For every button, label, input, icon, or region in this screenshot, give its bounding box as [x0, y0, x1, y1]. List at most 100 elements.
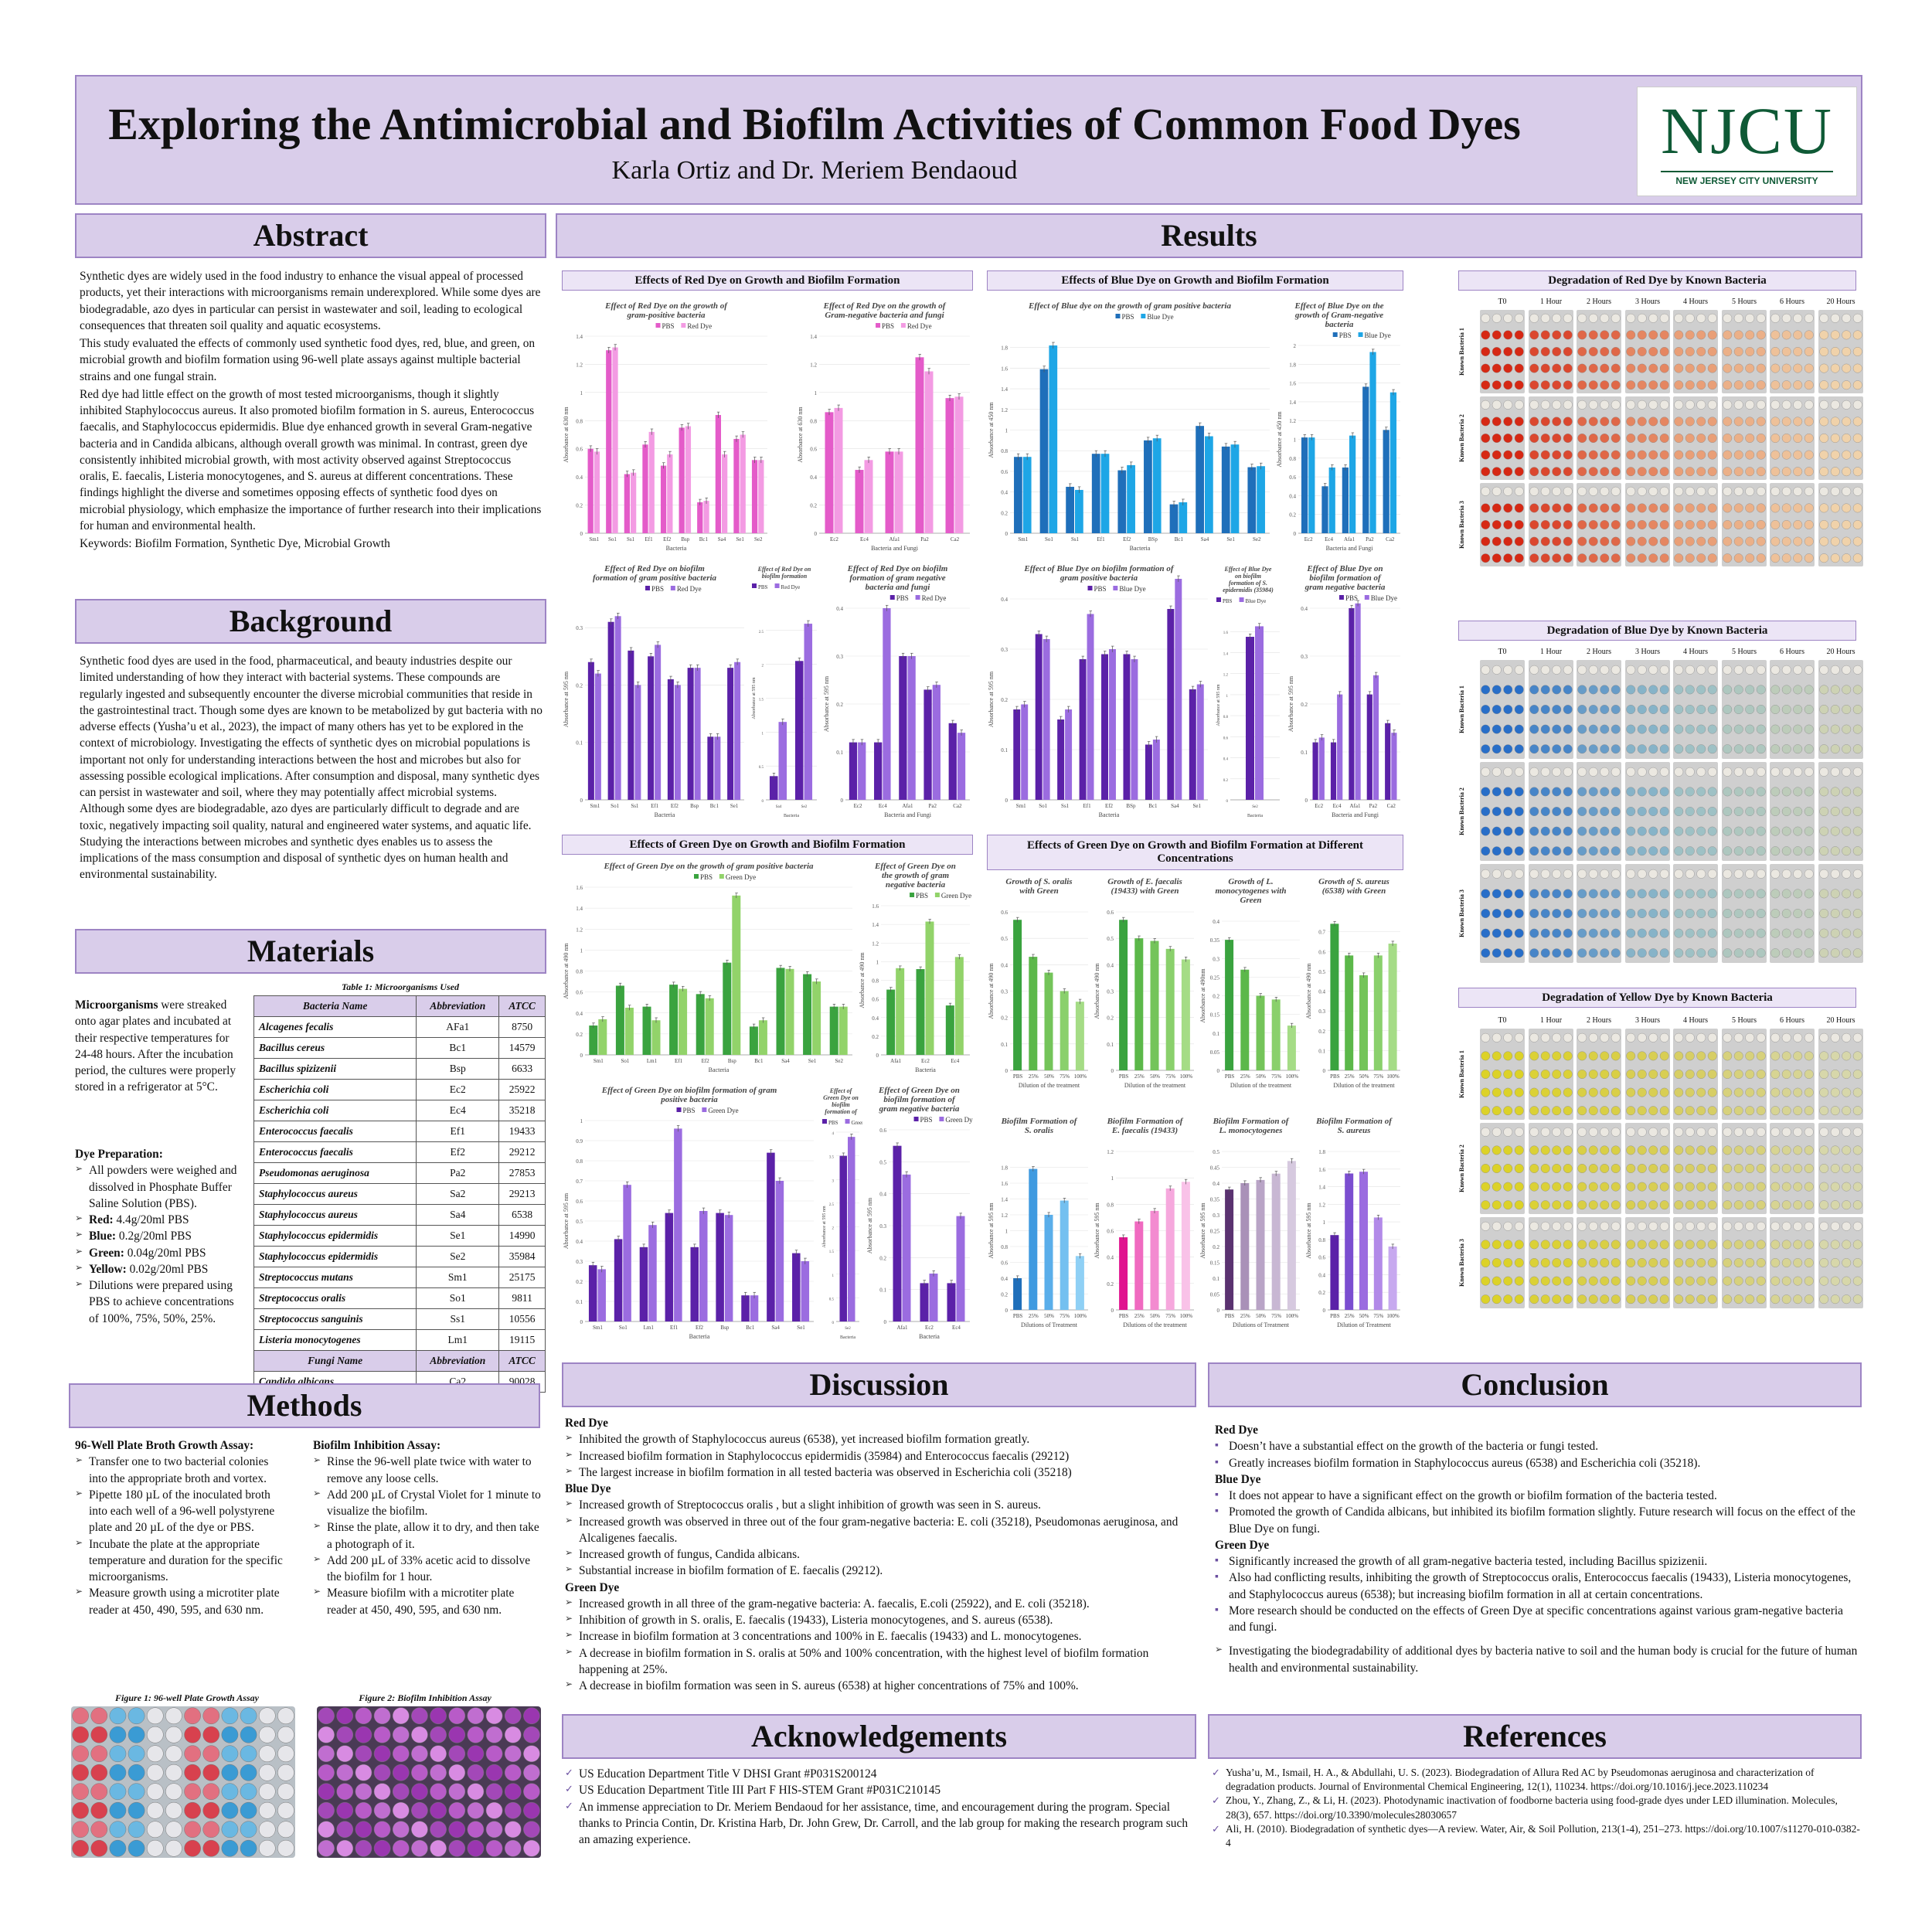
bar [893, 1145, 902, 1321]
acknowledgement-item: US Education Department Title III Part F… [565, 1782, 1195, 1798]
bar [1039, 369, 1049, 533]
table-cell: 29212 [498, 1141, 546, 1163]
x-tick-label: Bsp [690, 803, 699, 809]
y-tick-label: 1 [580, 947, 583, 954]
y-tick-label: 2 [762, 665, 764, 668]
bar [1060, 991, 1069, 1070]
table-cell: 14990 [498, 1225, 546, 1247]
bar [929, 1274, 938, 1321]
y-tick-label: 0.4 [1001, 962, 1008, 968]
x-tick-label: 50% [1359, 1073, 1369, 1080]
bar [849, 742, 858, 800]
chart-c7: Biofilm Formation of L. monocytogenes Abso… [1199, 1117, 1300, 1328]
y-tick-label: 1.4 [1001, 1197, 1008, 1203]
table-cell: 19115 [498, 1329, 546, 1351]
bar [1230, 444, 1240, 533]
y-tick-label: 0.3 [576, 625, 583, 631]
bar [1342, 467, 1349, 533]
y-tick-label: 1.4 [1001, 386, 1008, 393]
svg-text:Green Dye: Green Dye [945, 1116, 973, 1124]
bar [1287, 1161, 1296, 1310]
y-tick-label: 0 [580, 1319, 583, 1325]
x-tick-label: 75% [1373, 1313, 1383, 1319]
legend-entry: PBS [1338, 594, 1358, 602]
bar [1349, 608, 1355, 800]
table-cell: Pseudomonas aeruginosa [253, 1162, 417, 1184]
acknowledgement-item: US Education Department Title V DHSI Gra… [565, 1766, 1195, 1782]
x-axis-label: Dilution of the treatment [1124, 1082, 1186, 1089]
y-axis-label: Absorbance at 630 nm [563, 406, 570, 463]
legend-entry: PBS [913, 1116, 933, 1124]
bar [785, 968, 794, 1055]
table-cell: Escherichia coli [253, 1100, 417, 1121]
y-tick-label: 0.1 [576, 740, 583, 747]
y-tick-label: 0.25 [1210, 975, 1220, 981]
y-tick-label: 0.15 [1210, 1260, 1220, 1267]
y-tick-label: 0 [1294, 531, 1297, 537]
y-tick-label: 0.8 [810, 418, 817, 424]
y-tick-label: 0 [580, 531, 583, 537]
row-label: Known Bacteria 2 [1458, 787, 1465, 835]
x-tick-label: Pa2 [1366, 536, 1374, 543]
x-tick-label: 75% [1165, 1073, 1175, 1080]
chart-b1: Effect of Blue dye on the growth of gram… [988, 301, 1270, 552]
chart-title: Biofilm Formation of S. aureus [1315, 1117, 1393, 1135]
y-tick-label: 0.1 [879, 1287, 886, 1294]
plate-photo [1480, 310, 1525, 393]
svg-text:Red Dye: Red Dye [922, 594, 947, 602]
bar [812, 981, 821, 1055]
acknowledgements-list: US Education Department Title V DHSI Gra… [565, 1766, 1195, 1848]
plate-photo [1722, 310, 1767, 393]
conclusion-header: Conclusion [1208, 1362, 1862, 1407]
y-tick-label: 0.1 [1001, 1042, 1008, 1048]
dye-item: Red: 4.4g/20ml PBS [75, 1212, 241, 1228]
conclusion-body: Red Dye Doesn’t have a substantial effec… [1215, 1422, 1860, 1676]
table-row: Listeria monocytogenes Lm1 19115 [253, 1329, 546, 1351]
bar [624, 474, 630, 533]
bar [767, 1152, 775, 1321]
table-cell: Alcagenes fecalis [253, 1016, 417, 1038]
plate-photo [1529, 762, 1573, 861]
x-tick-label: Ec2 [925, 1325, 934, 1331]
bar [948, 723, 957, 800]
y-tick-label: 0 [1005, 798, 1009, 804]
table-row: Bacillus spizizenii Bsp 6633 [253, 1058, 546, 1080]
bar [587, 448, 594, 533]
y-tick-label: 0.6 [1223, 736, 1229, 740]
plate-photo [1625, 483, 1670, 566]
chart-title: Effect of Green Dye on biofilm formation of [823, 1087, 859, 1115]
y-tick-label: 1.8 [1318, 1149, 1325, 1155]
y-tick-label: 0.6 [1001, 469, 1008, 475]
bar [1189, 689, 1196, 800]
plate-photo [1625, 396, 1670, 480]
y-tick-label: 3.5 [829, 1156, 835, 1160]
x-axis-label: Bacteria [840, 1335, 855, 1340]
x-tick-label: 75% [1373, 1073, 1383, 1080]
chart-r4: Effect of Red Dye on biofilm formation PBS… [752, 566, 817, 818]
time-label: 20 Hours [1826, 1016, 1855, 1025]
x-tick-label: Sm1 [594, 1058, 604, 1064]
bar [1321, 486, 1328, 533]
chart-title: Effect of Green Dye on the growth of gram… [874, 862, 956, 889]
x-tick-label: Sm1 [593, 1325, 603, 1331]
y-tick-label: 0.6 [576, 447, 583, 453]
y-tick-label: 1.4 [1223, 652, 1229, 656]
y-tick-label: 0.25 [1210, 1229, 1220, 1235]
y-tick-label: 0.5 [1213, 1149, 1219, 1155]
y-tick-label: 0.1 [1213, 1276, 1219, 1282]
bar [1345, 1173, 1354, 1310]
bar [1345, 955, 1354, 1070]
time-label: 5 Hours [1732, 648, 1757, 656]
chart-title: Effect of Blue Dye on biofilm formation o… [1304, 564, 1386, 592]
time-label: 3 Hours [1635, 298, 1660, 306]
y-tick-label: 0.6 [1107, 1229, 1114, 1235]
y-tick-label: 1.2 [1107, 1149, 1114, 1155]
y-tick-label: 0.5 [1001, 936, 1008, 942]
bar [1029, 1168, 1038, 1310]
table-cell: 9811 [498, 1287, 546, 1309]
x-tick-label: 50% [1150, 1073, 1160, 1080]
x-tick-label: PBS [1225, 1073, 1235, 1080]
table-row: Escherichia coli Ec4 35218 [253, 1100, 546, 1121]
bar [1205, 436, 1213, 533]
table-cell: Ef1 [416, 1121, 500, 1142]
